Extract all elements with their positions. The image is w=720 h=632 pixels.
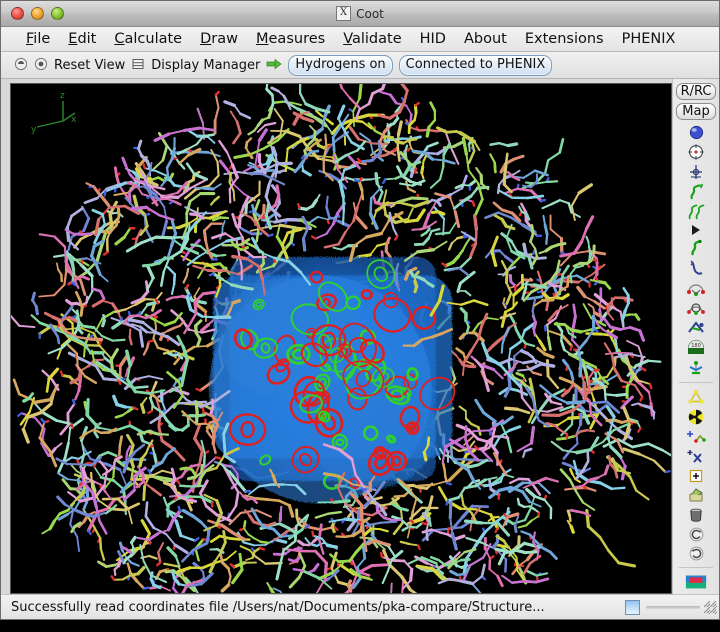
- edit-chi-angles-icon[interactable]: [685, 279, 707, 297]
- axis-x-label: x: [71, 115, 77, 125]
- maximize-button[interactable]: [51, 7, 64, 20]
- display-manager-icon[interactable]: [131, 56, 145, 75]
- refine-zone-icon[interactable]: [685, 183, 707, 201]
- difference-map-contours: [228, 259, 456, 490]
- axis-z-label: z: [60, 91, 65, 101]
- sidebar-separator-1: [679, 382, 713, 383]
- menu-draw[interactable]: Draw: [200, 31, 238, 47]
- trash-icon[interactable]: [685, 506, 707, 524]
- run-refmac-icon[interactable]: [685, 573, 707, 591]
- title-bar: X Coot: [1, 1, 719, 27]
- hydrogens-on-button[interactable]: Hydrogens on: [288, 54, 393, 76]
- play-triangle-icon[interactable]: [685, 223, 707, 237]
- molecule-viewport[interactable]: z x y: [10, 83, 672, 594]
- sidebar-separator-2: [679, 567, 713, 568]
- viewport-container: z x y: [1, 79, 672, 594]
- menu-file[interactable]: File: [26, 31, 51, 47]
- menu-bar: File Edit Calculate Draw Measures Valida…: [1, 27, 719, 52]
- place-atom-at-pointer-icon[interactable]: [685, 428, 707, 446]
- electron-density-map: [209, 257, 453, 504]
- undo-icon[interactable]: [685, 526, 707, 543]
- reset-view-label[interactable]: Reset View: [54, 57, 126, 73]
- tool-sidebar: R/RC Map: [672, 79, 719, 594]
- sidebar-rrc-button[interactable]: R/RC: [676, 83, 716, 100]
- menu-extensions[interactable]: Extensions: [524, 31, 604, 47]
- menu-phenix[interactable]: PHENIX: [621, 31, 676, 47]
- sidechain-180-icon[interactable]: 180: [685, 339, 707, 357]
- regularize-zone-icon[interactable]: [685, 203, 707, 221]
- radio-selected-icon[interactable]: [34, 56, 48, 75]
- mutate-autofit-icon[interactable]: [685, 359, 707, 377]
- window-title-group: X Coot: [1, 6, 719, 21]
- tool-bar: Reset View Display Manager Hydrogens on …: [1, 52, 719, 79]
- menu-hid[interactable]: HID: [419, 31, 446, 47]
- close-button[interactable]: [11, 7, 24, 20]
- resize-grip[interactable]: [704, 600, 717, 614]
- status-bar: Successfully read coordinates file /User…: [1, 594, 719, 619]
- pepflip-icon[interactable]: [685, 319, 707, 337]
- minimize-button[interactable]: [31, 7, 44, 20]
- radio-unselected-icon[interactable]: [14, 56, 28, 75]
- x11-app-icon: X: [336, 6, 352, 21]
- contour-level-slider[interactable]: [646, 602, 700, 612]
- window-title: Coot: [356, 6, 384, 21]
- menu-measures[interactable]: Measures: [256, 31, 326, 47]
- target-crosshair-icon[interactable]: [685, 143, 707, 161]
- display-manager-label[interactable]: Display Manager: [151, 57, 261, 73]
- add-alt-conf-icon[interactable]: [685, 408, 707, 426]
- menu-edit[interactable]: Edit: [68, 31, 97, 47]
- axis-indicator: z x y: [29, 89, 87, 141]
- clear-pending-icon[interactable]: [685, 448, 707, 466]
- menu-about[interactable]: About: [463, 31, 507, 47]
- redo-icon[interactable]: [685, 545, 707, 562]
- sphere-blue-icon[interactable]: [685, 124, 707, 141]
- add-terminal-residue-icon[interactable]: [685, 388, 707, 406]
- axis-y-label: y: [31, 125, 37, 135]
- green-arrow-icon[interactable]: [266, 56, 282, 75]
- add-water-icon[interactable]: [685, 468, 707, 484]
- chiral-flip-icon[interactable]: [685, 163, 707, 181]
- rigid-body-fit-icon[interactable]: [685, 239, 707, 257]
- status-message: Successfully read coordinates file /User…: [11, 599, 545, 615]
- menu-validate[interactable]: Validate: [343, 31, 402, 47]
- protein-sticks-front: [11, 84, 671, 593]
- menu-calculate[interactable]: Calculate: [114, 31, 183, 47]
- sidebar-map-button[interactable]: Map: [676, 103, 716, 120]
- map-color-swatch[interactable]: [625, 599, 640, 615]
- connected-to-phenix-button[interactable]: Connected to PHENIX: [398, 54, 553, 76]
- molecular-scene: [11, 84, 671, 593]
- rotate-translate-zone-icon[interactable]: [685, 259, 707, 277]
- window-controls: [11, 7, 64, 20]
- delete-icon[interactable]: [685, 486, 707, 504]
- main-body: z x y R/RC Map: [1, 79, 719, 594]
- torsion-general-icon[interactable]: [685, 299, 707, 317]
